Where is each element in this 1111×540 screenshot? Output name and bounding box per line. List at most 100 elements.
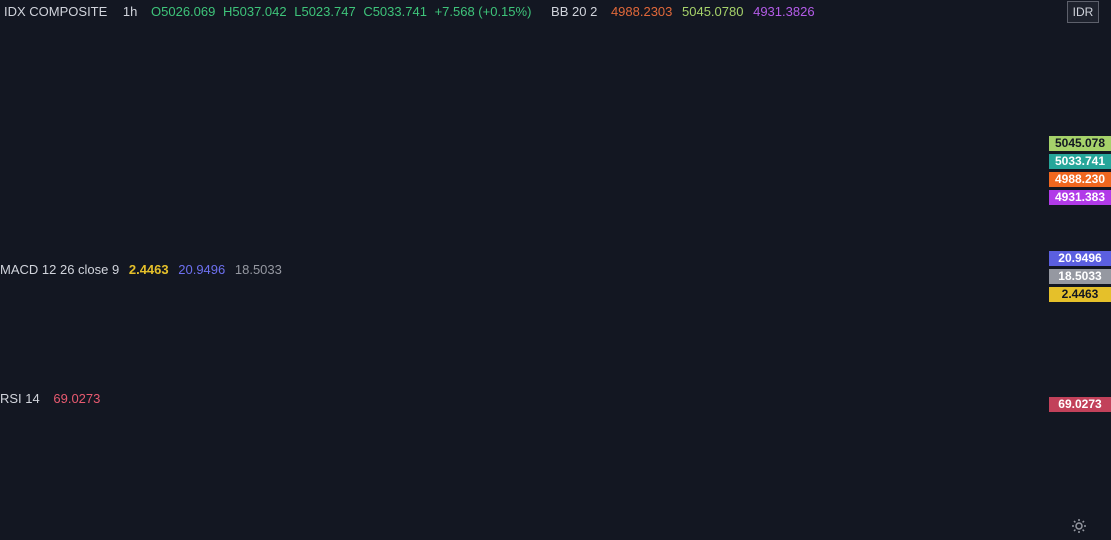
badge-bb-lower: 4931.383 (1049, 190, 1111, 205)
bb-lower-value: 4931.3826 (753, 4, 815, 19)
candle-body (446, 134, 453, 161)
price-tick-label: 5100.000 (1055, 118, 1105, 132)
currency-button[interactable]: IDR (1067, 1, 1099, 23)
macd-hist-bar (6, 305, 10, 307)
close-value: C5033.741 (363, 4, 427, 19)
symbol-name[interactable]: IDX COMPOSITE (4, 4, 108, 19)
rsi-value: 69.0273 (53, 391, 101, 406)
macd-hist-bar (608, 291, 613, 305)
time-tick-label: Oct (759, 517, 778, 531)
time-tick-label: 5 (851, 517, 858, 531)
macd-hist-bar (969, 304, 974, 306)
macd-pane (6, 285, 1014, 377)
time-tick-label: 23 (489, 517, 503, 531)
macd-hist-bar (86, 305, 91, 327)
price-tick-label: 5300.000 (1055, 54, 1105, 68)
time-tick-label: 25 (583, 517, 597, 531)
macd-hist-bar (769, 300, 774, 305)
high-value: H5037.042 (222, 4, 287, 19)
macd-hist-bar (447, 305, 452, 312)
macd-hist-bar (166, 296, 171, 305)
candle-body (968, 153, 975, 157)
candle-body (768, 166, 775, 177)
macd-hist-bar (1010, 302, 1014, 305)
badge-signal: 18.5033 (1049, 269, 1111, 284)
rsi-label[interactable]: RSI 14 (0, 391, 40, 406)
candle-body (326, 132, 333, 138)
rsi-pane (0, 407, 1046, 486)
macd-hist-bar (206, 291, 211, 305)
macd-legend: MACD 12 26 close 9 2.4463 20.9496 18.503… (0, 262, 288, 277)
badge-rsi: 69.0273 (1049, 397, 1111, 412)
interval-label[interactable]: 1h (122, 4, 138, 19)
rsi-tick-label: 40.0000 (1055, 443, 1099, 457)
candle-body (5, 80, 11, 85)
bb-label[interactable]: BB 20 2 (551, 4, 598, 19)
time-tick-label: 9 (41, 517, 48, 531)
bb-fill (8, 29, 1012, 225)
candle-body (205, 102, 212, 110)
price-tick-label: 5400.000 (1055, 22, 1105, 36)
time-tick-label: 17 (311, 517, 325, 531)
candle-body (808, 166, 815, 170)
badge-close: 5033.741 (1049, 154, 1111, 169)
time-tick-label: 7 (943, 517, 950, 531)
candle-body (687, 179, 694, 193)
candle-body (647, 172, 654, 180)
candle-body (245, 102, 252, 122)
price-pane (5, 28, 1015, 225)
badge-bb-mid: 4988.230 (1049, 172, 1111, 187)
macd-hist-bar (327, 305, 332, 306)
price-tick-label: 5200.000 (1055, 86, 1105, 100)
time-tick-label: 11 (132, 517, 145, 531)
macd-hist-bar (487, 305, 492, 314)
badge-hist: 2.4463 (1049, 287, 1111, 302)
bb-mid-line (7, 80, 1013, 190)
macd-line (7, 285, 1013, 377)
candle-body (1009, 146, 1015, 154)
rsi-tick-label: 60.0000 (1055, 416, 1099, 430)
rsi-band-fill (0, 408, 1046, 464)
macd-hist-bar (568, 302, 573, 305)
macd-label[interactable]: MACD 12 26 close 9 (0, 262, 120, 277)
macd-hist-bar (126, 305, 131, 323)
macd-hist-bar (889, 303, 894, 305)
macd-signal-value: 18.5033 (234, 262, 282, 277)
candle-body (607, 172, 614, 202)
candle-body (125, 144, 132, 196)
macd-hist-bar (46, 305, 51, 312)
rsi-line (7, 407, 1013, 486)
time-tick-label: 29 (668, 517, 682, 531)
rsi-tick-label: 20.0000 (1055, 471, 1099, 485)
candle-body (727, 176, 734, 193)
candle-body (366, 137, 373, 140)
macd-hist-bar (688, 305, 693, 307)
macd-tick-label: -40.0000 (1055, 333, 1103, 347)
macd-hist-bar (367, 305, 372, 306)
badge-macd: 20.9496 (1049, 251, 1111, 266)
candle-body (567, 201, 574, 205)
candle-body (286, 121, 293, 133)
macd-line-value: 20.9496 (178, 262, 226, 277)
time-axis: 9 11 15 17 21 23 25 29 Oct 5 7 15:30 (41, 517, 1046, 531)
macd-hist-bar (929, 301, 934, 305)
macd-hist-bar (407, 304, 412, 306)
low-value: L5023.747 (294, 4, 356, 19)
bb-upper-value: 5045.0780 (682, 4, 744, 19)
bb-upper-line (7, 28, 1013, 169)
price-legend: IDX COMPOSITE 1h O5026.069 H5037.042 L50… (4, 4, 821, 19)
macd-hist-bar (648, 298, 653, 305)
rsi-legend: RSI 14 69.0273 (0, 391, 106, 406)
macd-hist-bar (728, 302, 733, 305)
candle-body (45, 84, 52, 113)
time-tick-label: 15:30 (1015, 517, 1045, 531)
macd-hist-bar (528, 305, 533, 317)
price-tick-label: 4800.000 (1055, 214, 1105, 228)
open-value: O5026.069 (151, 4, 216, 19)
macd-signal-line (7, 287, 1013, 359)
candle-body (165, 109, 172, 145)
candle-body (848, 169, 855, 172)
candle-body (888, 160, 895, 172)
macd-hist-bar (287, 303, 292, 305)
gear-icon[interactable] (1071, 518, 1087, 534)
